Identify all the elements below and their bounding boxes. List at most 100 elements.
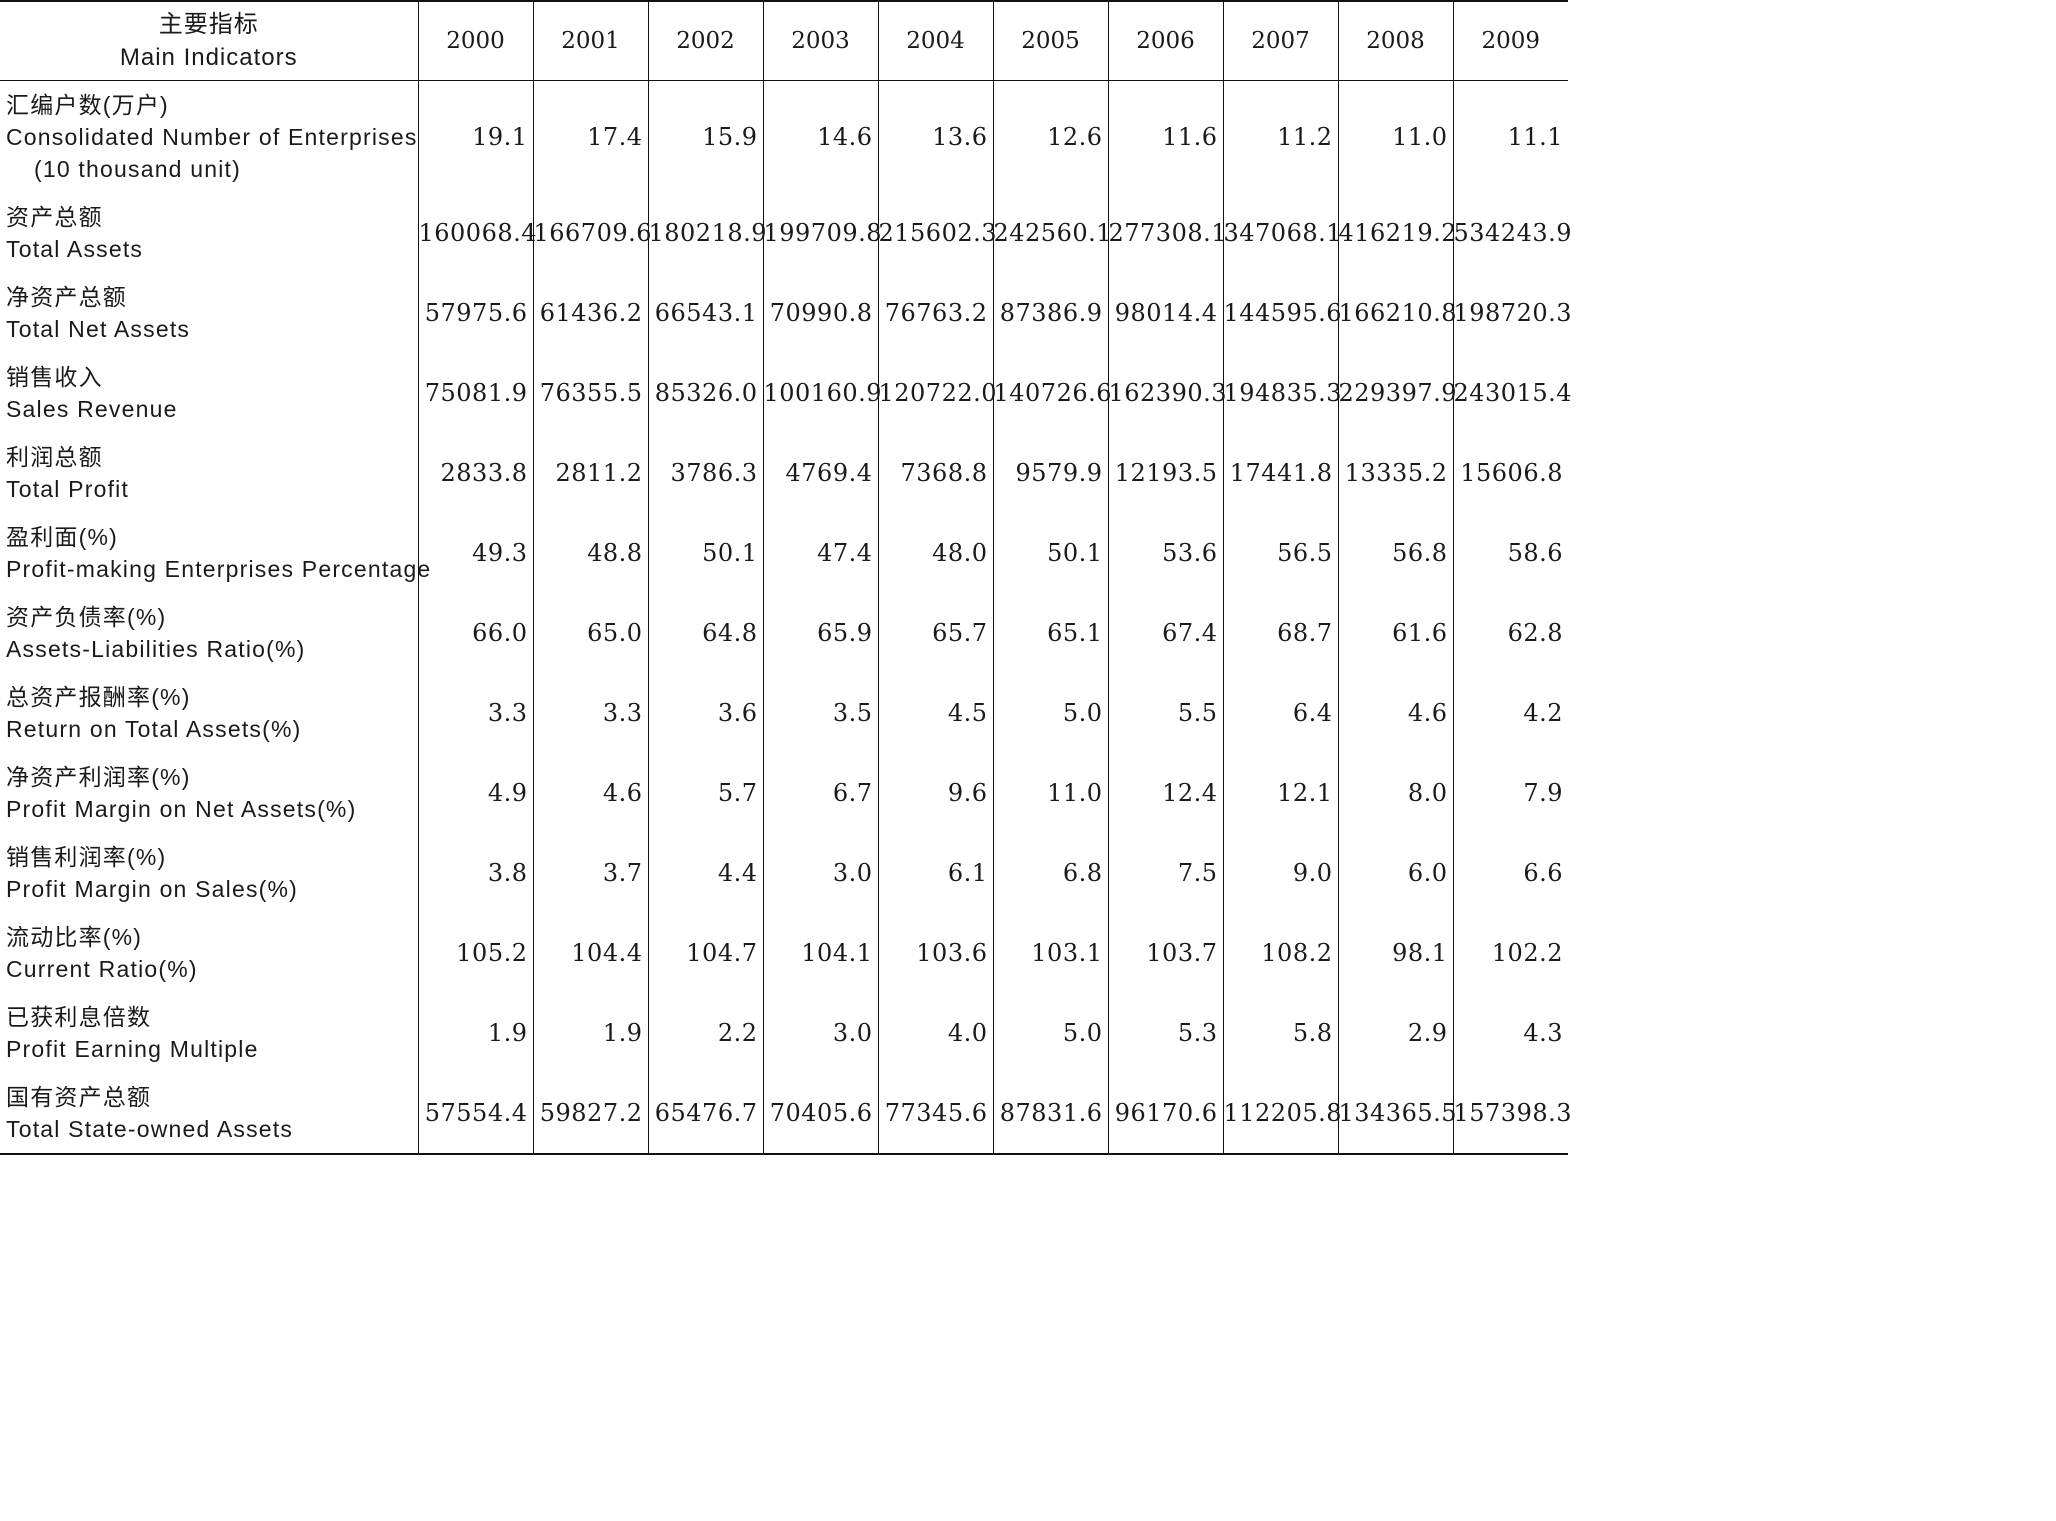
value-cell: 347068.1 xyxy=(1222,193,1342,273)
value-cell: 14.6 xyxy=(762,80,878,193)
value-cell: 12193.5 xyxy=(1107,433,1223,513)
indicator-label-en: Total State-owned Assets xyxy=(6,1116,294,1142)
value-cell: 7.5 xyxy=(1107,833,1223,913)
value-cell: 5.3 xyxy=(1107,993,1223,1073)
value-cell: 62.8 xyxy=(1452,593,1568,673)
value-cell: 4769.4 xyxy=(762,433,878,513)
value-cell: 50.1 xyxy=(992,513,1108,593)
indicator-label-cell: 流动比率(%) Current Ratio(%) xyxy=(0,913,418,993)
value-cell: 199709.8 xyxy=(762,193,882,273)
value-cell: 56.8 xyxy=(1337,513,1453,593)
value-cell: 65476.7 xyxy=(647,1073,763,1154)
value-cell: 11.0 xyxy=(1337,80,1453,193)
value-cell: 12.4 xyxy=(1107,753,1223,833)
value-cell: 160068.4 xyxy=(417,193,537,273)
value-cell: 76763.2 xyxy=(877,273,993,353)
value-cell: 1.9 xyxy=(532,993,648,1073)
indicator-header-en: Main Indicators xyxy=(119,44,298,71)
value-cell: 3.8 xyxy=(417,833,533,913)
indicator-label-zh: 销售收入 xyxy=(6,364,103,390)
indicator-header-zh: 主要指标 xyxy=(158,11,259,38)
indicator-label-zh: 已获利息倍数 xyxy=(6,1004,152,1030)
indicator-label-zh: 净资产利润率(%) xyxy=(6,764,191,790)
value-cell: 5.0 xyxy=(992,993,1108,1073)
table-row: 资产总额 Total Assets 160068.4 166709.6 180218.9… xyxy=(0,193,1572,273)
value-cell: 59827.2 xyxy=(532,1073,648,1154)
value-cell: 13335.2 xyxy=(1337,433,1453,513)
value-cell: 7368.8 xyxy=(877,433,993,513)
value-cell: 180218.9 xyxy=(647,193,767,273)
indicator-label-en: Profit Margin on Net Assets(%) xyxy=(6,796,357,822)
value-cell: 112205.8 xyxy=(1222,1073,1342,1154)
indicator-label-cell: 总资产报酬率(%) Return on Total Assets(%) xyxy=(0,673,418,753)
indicator-label-en: Profit Margin on Sales(%) xyxy=(6,876,299,902)
year-header: 2002 xyxy=(647,1,763,81)
value-cell: 162390.3 xyxy=(1107,353,1227,433)
value-cell: 85326.0 xyxy=(647,353,763,433)
value-cell: 65.0 xyxy=(532,593,648,673)
value-cell: 64.8 xyxy=(647,593,763,673)
value-cell: 15.9 xyxy=(647,80,763,193)
table-row: 利润总额 Total Profit 2833.8 2811.2 3786.3 4769.4… xyxy=(0,433,1568,513)
value-cell: 105.2 xyxy=(417,913,533,993)
value-cell: 13.6 xyxy=(877,80,993,193)
value-cell: 19.1 xyxy=(417,80,533,193)
indicator-label-zh: 资产负债率(%) xyxy=(6,604,167,630)
value-cell: 3786.3 xyxy=(647,433,763,513)
value-cell: 4.5 xyxy=(877,673,993,753)
indicator-label-en: Profit Earning Multiple xyxy=(6,1036,259,1062)
value-cell: 6.7 xyxy=(762,753,878,833)
indicator-label-en: Return on Total Assets(%) xyxy=(6,716,302,742)
value-cell: 3.3 xyxy=(417,673,533,753)
value-cell: 65.1 xyxy=(992,593,1108,673)
value-cell: 87831.6 xyxy=(992,1073,1108,1154)
year-header: 2007 xyxy=(1222,1,1338,81)
value-cell: 5.7 xyxy=(647,753,763,833)
value-cell: 87386.9 xyxy=(992,273,1108,353)
value-cell: 6.8 xyxy=(992,833,1108,913)
value-cell: 57554.4 xyxy=(417,1073,533,1154)
year-header: 2003 xyxy=(762,1,878,81)
value-cell: 2811.2 xyxy=(532,433,648,513)
table-row: 国有资产总额 Total State-owned Assets 57554.4 598… xyxy=(0,1073,1572,1154)
indicator-label-en: Total Assets xyxy=(6,236,144,262)
value-cell: 144595.6 xyxy=(1222,273,1342,353)
value-cell: 48.0 xyxy=(877,513,993,593)
value-cell: 3.5 xyxy=(762,673,878,753)
indicator-label-cell: 资产负债率(%) Assets-Liabilities Ratio(%) xyxy=(0,593,418,673)
year-header: 2004 xyxy=(877,1,993,81)
value-cell: 5.5 xyxy=(1107,673,1223,753)
indicator-label-zh: 流动比率(%) xyxy=(6,924,143,950)
indicator-label-zh: 盈利面(%) xyxy=(6,524,118,550)
value-cell: 3.0 xyxy=(762,833,878,913)
indicator-label-cell: 净资产利润率(%) Profit Margin on Net Assets(%) xyxy=(0,753,418,833)
indicator-label-zh: 资产总额 xyxy=(6,204,103,230)
indicator-label-en: Total Profit xyxy=(6,476,130,502)
value-cell: 61.6 xyxy=(1337,593,1453,673)
value-cell: 2833.8 xyxy=(417,433,533,513)
indicator-label-cell: 净资产总额 Total Net Assets xyxy=(0,273,418,353)
indicator-label-en: Profit-making Enterprises Percentage xyxy=(6,556,432,582)
value-cell: 65.7 xyxy=(877,593,993,673)
value-cell: 1.9 xyxy=(417,993,533,1073)
table-row: 汇编户数(万户) Consolidated Number of Enterpris… xyxy=(0,80,1568,193)
value-cell: 277308.1 xyxy=(1107,193,1227,273)
table-row: 总资产报酬率(%) Return on Total Assets(%) 3.3 3.3… xyxy=(0,673,1568,753)
value-cell: 66543.1 xyxy=(647,273,763,353)
value-cell: 50.1 xyxy=(647,513,763,593)
value-cell: 6.6 xyxy=(1452,833,1568,913)
year-header: 2001 xyxy=(532,1,648,81)
year-header: 2008 xyxy=(1337,1,1453,81)
value-cell: 67.4 xyxy=(1107,593,1223,673)
value-cell: 242560.1 xyxy=(992,193,1112,273)
indicator-label-cell: 资产总额 Total Assets xyxy=(0,193,418,273)
table-header: 主要指标 Main Indicators 2000 2001 2002 2003… xyxy=(0,1,1568,81)
value-cell: 17441.8 xyxy=(1222,433,1338,513)
indicator-label-zh: 净资产总额 xyxy=(6,284,127,310)
indicator-label-en: Consolidated Number of Enterprises xyxy=(6,124,418,150)
value-cell: 134365.5 xyxy=(1337,1073,1457,1154)
value-cell: 215602.3 xyxy=(877,193,997,273)
value-cell: 534243.9 xyxy=(1452,193,1572,273)
value-cell: 5.8 xyxy=(1222,993,1338,1073)
value-cell: 11.6 xyxy=(1107,80,1223,193)
